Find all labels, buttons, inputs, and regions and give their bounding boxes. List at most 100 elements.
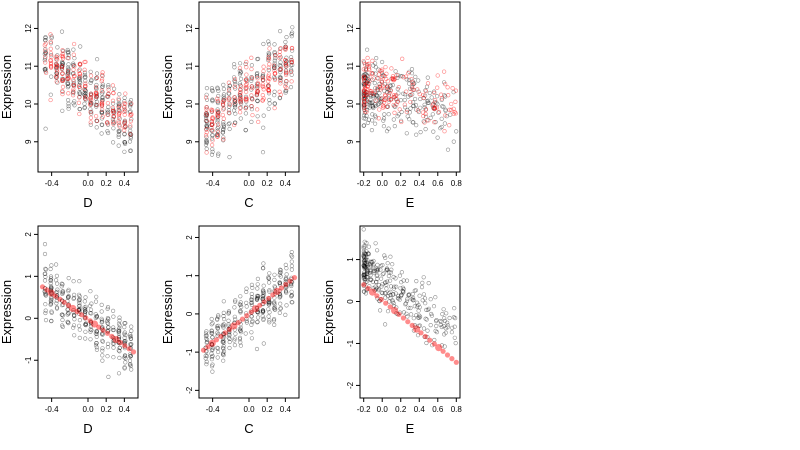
black-point (364, 288, 369, 293)
black-point (364, 113, 369, 118)
black-point (289, 31, 294, 37)
black-point (71, 70, 76, 76)
black-point (380, 59, 385, 65)
red-point (204, 127, 209, 132)
black-point (43, 310, 48, 316)
fit-point (287, 278, 293, 284)
black-point (71, 313, 77, 318)
black-point (66, 276, 71, 281)
black-point (216, 314, 221, 319)
black-point (215, 86, 220, 91)
black-point (255, 310, 260, 315)
black-point (100, 82, 105, 87)
black-point (66, 69, 71, 75)
black-point (243, 94, 249, 99)
x-tick-label: 0.8 (451, 405, 463, 414)
black-point (116, 128, 121, 134)
black-point (374, 268, 380, 273)
black-point (66, 50, 71, 55)
black-point (60, 298, 65, 303)
black-point (238, 294, 243, 299)
black-point (379, 284, 384, 289)
fit-point (427, 337, 433, 343)
black-point (105, 354, 110, 359)
black-point (226, 335, 231, 340)
black-point (384, 286, 389, 291)
black-point (392, 94, 397, 100)
black-point (65, 47, 70, 53)
black-point (117, 355, 122, 361)
black-point (284, 71, 289, 76)
black-point (266, 275, 271, 280)
black-point (210, 347, 215, 352)
black-point (390, 262, 395, 267)
black-point (49, 35, 54, 41)
black-point (362, 123, 367, 128)
red-point (362, 86, 368, 91)
black-point (49, 319, 54, 324)
black-point (379, 276, 384, 281)
red-point (65, 69, 71, 74)
black-point (361, 97, 366, 102)
black-point (204, 135, 209, 140)
black-point (93, 96, 99, 101)
black-point (397, 273, 403, 278)
black-point (71, 292, 77, 298)
black-point (272, 288, 277, 294)
black-point (391, 117, 396, 122)
black-point (386, 273, 392, 279)
y-tick-label: -2 (346, 381, 355, 389)
black-point (99, 95, 105, 100)
black-point (221, 310, 226, 316)
red-point (421, 113, 426, 119)
black-point (89, 111, 94, 116)
black-point (227, 111, 232, 116)
black-point (260, 266, 266, 271)
black-point (42, 251, 48, 257)
black-point (94, 314, 99, 319)
black-point (394, 305, 399, 310)
black-point (221, 353, 226, 358)
black-point (216, 133, 221, 138)
black-point (83, 309, 88, 314)
black-point (232, 99, 237, 104)
black-point (423, 93, 428, 98)
black-point (423, 107, 428, 112)
black-point (362, 271, 367, 276)
black-point (409, 297, 415, 302)
red-point (267, 62, 272, 67)
black-point (209, 348, 214, 353)
black-point (278, 75, 283, 81)
red-point (128, 113, 133, 118)
black-point (260, 150, 266, 155)
black-point (361, 77, 367, 82)
black-point (226, 86, 232, 91)
red-point (366, 87, 371, 92)
black-point (216, 313, 221, 318)
black-point (129, 132, 134, 137)
black-point (267, 301, 272, 306)
black-point (216, 151, 221, 156)
black-point (66, 287, 71, 292)
red-point (42, 43, 47, 48)
red-point (367, 74, 372, 80)
black-point (411, 297, 416, 303)
black-point (59, 284, 64, 289)
black-point (369, 260, 374, 265)
black-point (238, 340, 243, 345)
black-point (215, 325, 220, 331)
black-point (60, 313, 65, 318)
red-point (382, 92, 388, 98)
black-point (54, 298, 59, 304)
red-point (210, 128, 215, 133)
black-point (277, 310, 282, 316)
black-point (221, 135, 226, 140)
fit-point (413, 325, 421, 333)
black-point (361, 273, 366, 278)
red-point (361, 96, 367, 101)
black-point (216, 110, 221, 115)
black-point (106, 325, 111, 330)
black-point (284, 62, 289, 67)
black-point (415, 333, 421, 338)
black-point (373, 103, 378, 109)
